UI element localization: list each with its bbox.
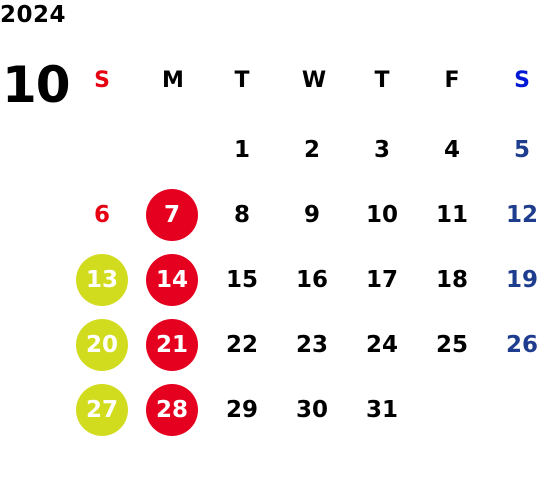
day-cell-highlighted-red[interactable]: 7 xyxy=(146,189,198,241)
day-cell[interactable]: 31 xyxy=(365,397,398,423)
day-cell-saturday[interactable]: 19 xyxy=(505,267,538,293)
day-cell[interactable]: 9 xyxy=(303,202,320,228)
day-cell-highlighted-yellow[interactable]: 20 xyxy=(76,319,128,371)
day-cell[interactable]: 2 xyxy=(303,137,320,163)
day-cell[interactable]: 1 xyxy=(233,137,250,163)
weekday-monday: M xyxy=(162,67,184,93)
day-cell-saturday[interactable]: 12 xyxy=(505,202,538,228)
day-cell-saturday[interactable]: 26 xyxy=(505,332,538,358)
day-cell[interactable]: 25 xyxy=(435,332,468,358)
day-cell-saturday[interactable]: 5 xyxy=(513,137,530,163)
day-cell[interactable]: 17 xyxy=(365,267,398,293)
weekday-sunday: S xyxy=(94,67,110,93)
year-label: 2024 xyxy=(0,2,67,28)
day-cell[interactable]: 29 xyxy=(225,397,258,423)
weekday-thursday: T xyxy=(374,67,390,93)
month-label: 10 xyxy=(2,56,71,114)
weekday-friday: F xyxy=(444,67,460,93)
day-cell[interactable]: 30 xyxy=(295,397,328,423)
weekday-wednesday: W xyxy=(301,67,327,93)
weekday-saturday: S xyxy=(514,67,530,93)
day-cell[interactable]: 10 xyxy=(365,202,398,228)
day-cell[interactable]: 18 xyxy=(435,267,468,293)
day-cell-highlighted-red[interactable]: 14 xyxy=(146,254,198,306)
day-cell[interactable]: 23 xyxy=(295,332,328,358)
day-cell-highlighted-yellow[interactable]: 27 xyxy=(76,384,128,436)
day-cell-highlighted-red[interactable]: 28 xyxy=(146,384,198,436)
day-cell[interactable]: 16 xyxy=(295,267,328,293)
day-cell[interactable]: 8 xyxy=(233,202,250,228)
day-cell-highlighted-yellow[interactable]: 13 xyxy=(76,254,128,306)
day-cell[interactable]: 11 xyxy=(435,202,468,228)
day-cell-highlighted-red[interactable]: 21 xyxy=(146,319,198,371)
day-cell[interactable]: 24 xyxy=(365,332,398,358)
day-cell[interactable]: 3 xyxy=(373,137,390,163)
weekday-tuesday: T xyxy=(234,67,250,93)
day-cell[interactable]: 15 xyxy=(225,267,258,293)
day-cell[interactable]: 22 xyxy=(225,332,258,358)
day-cell-sunday[interactable]: 6 xyxy=(93,202,110,228)
day-cell[interactable]: 4 xyxy=(443,137,460,163)
